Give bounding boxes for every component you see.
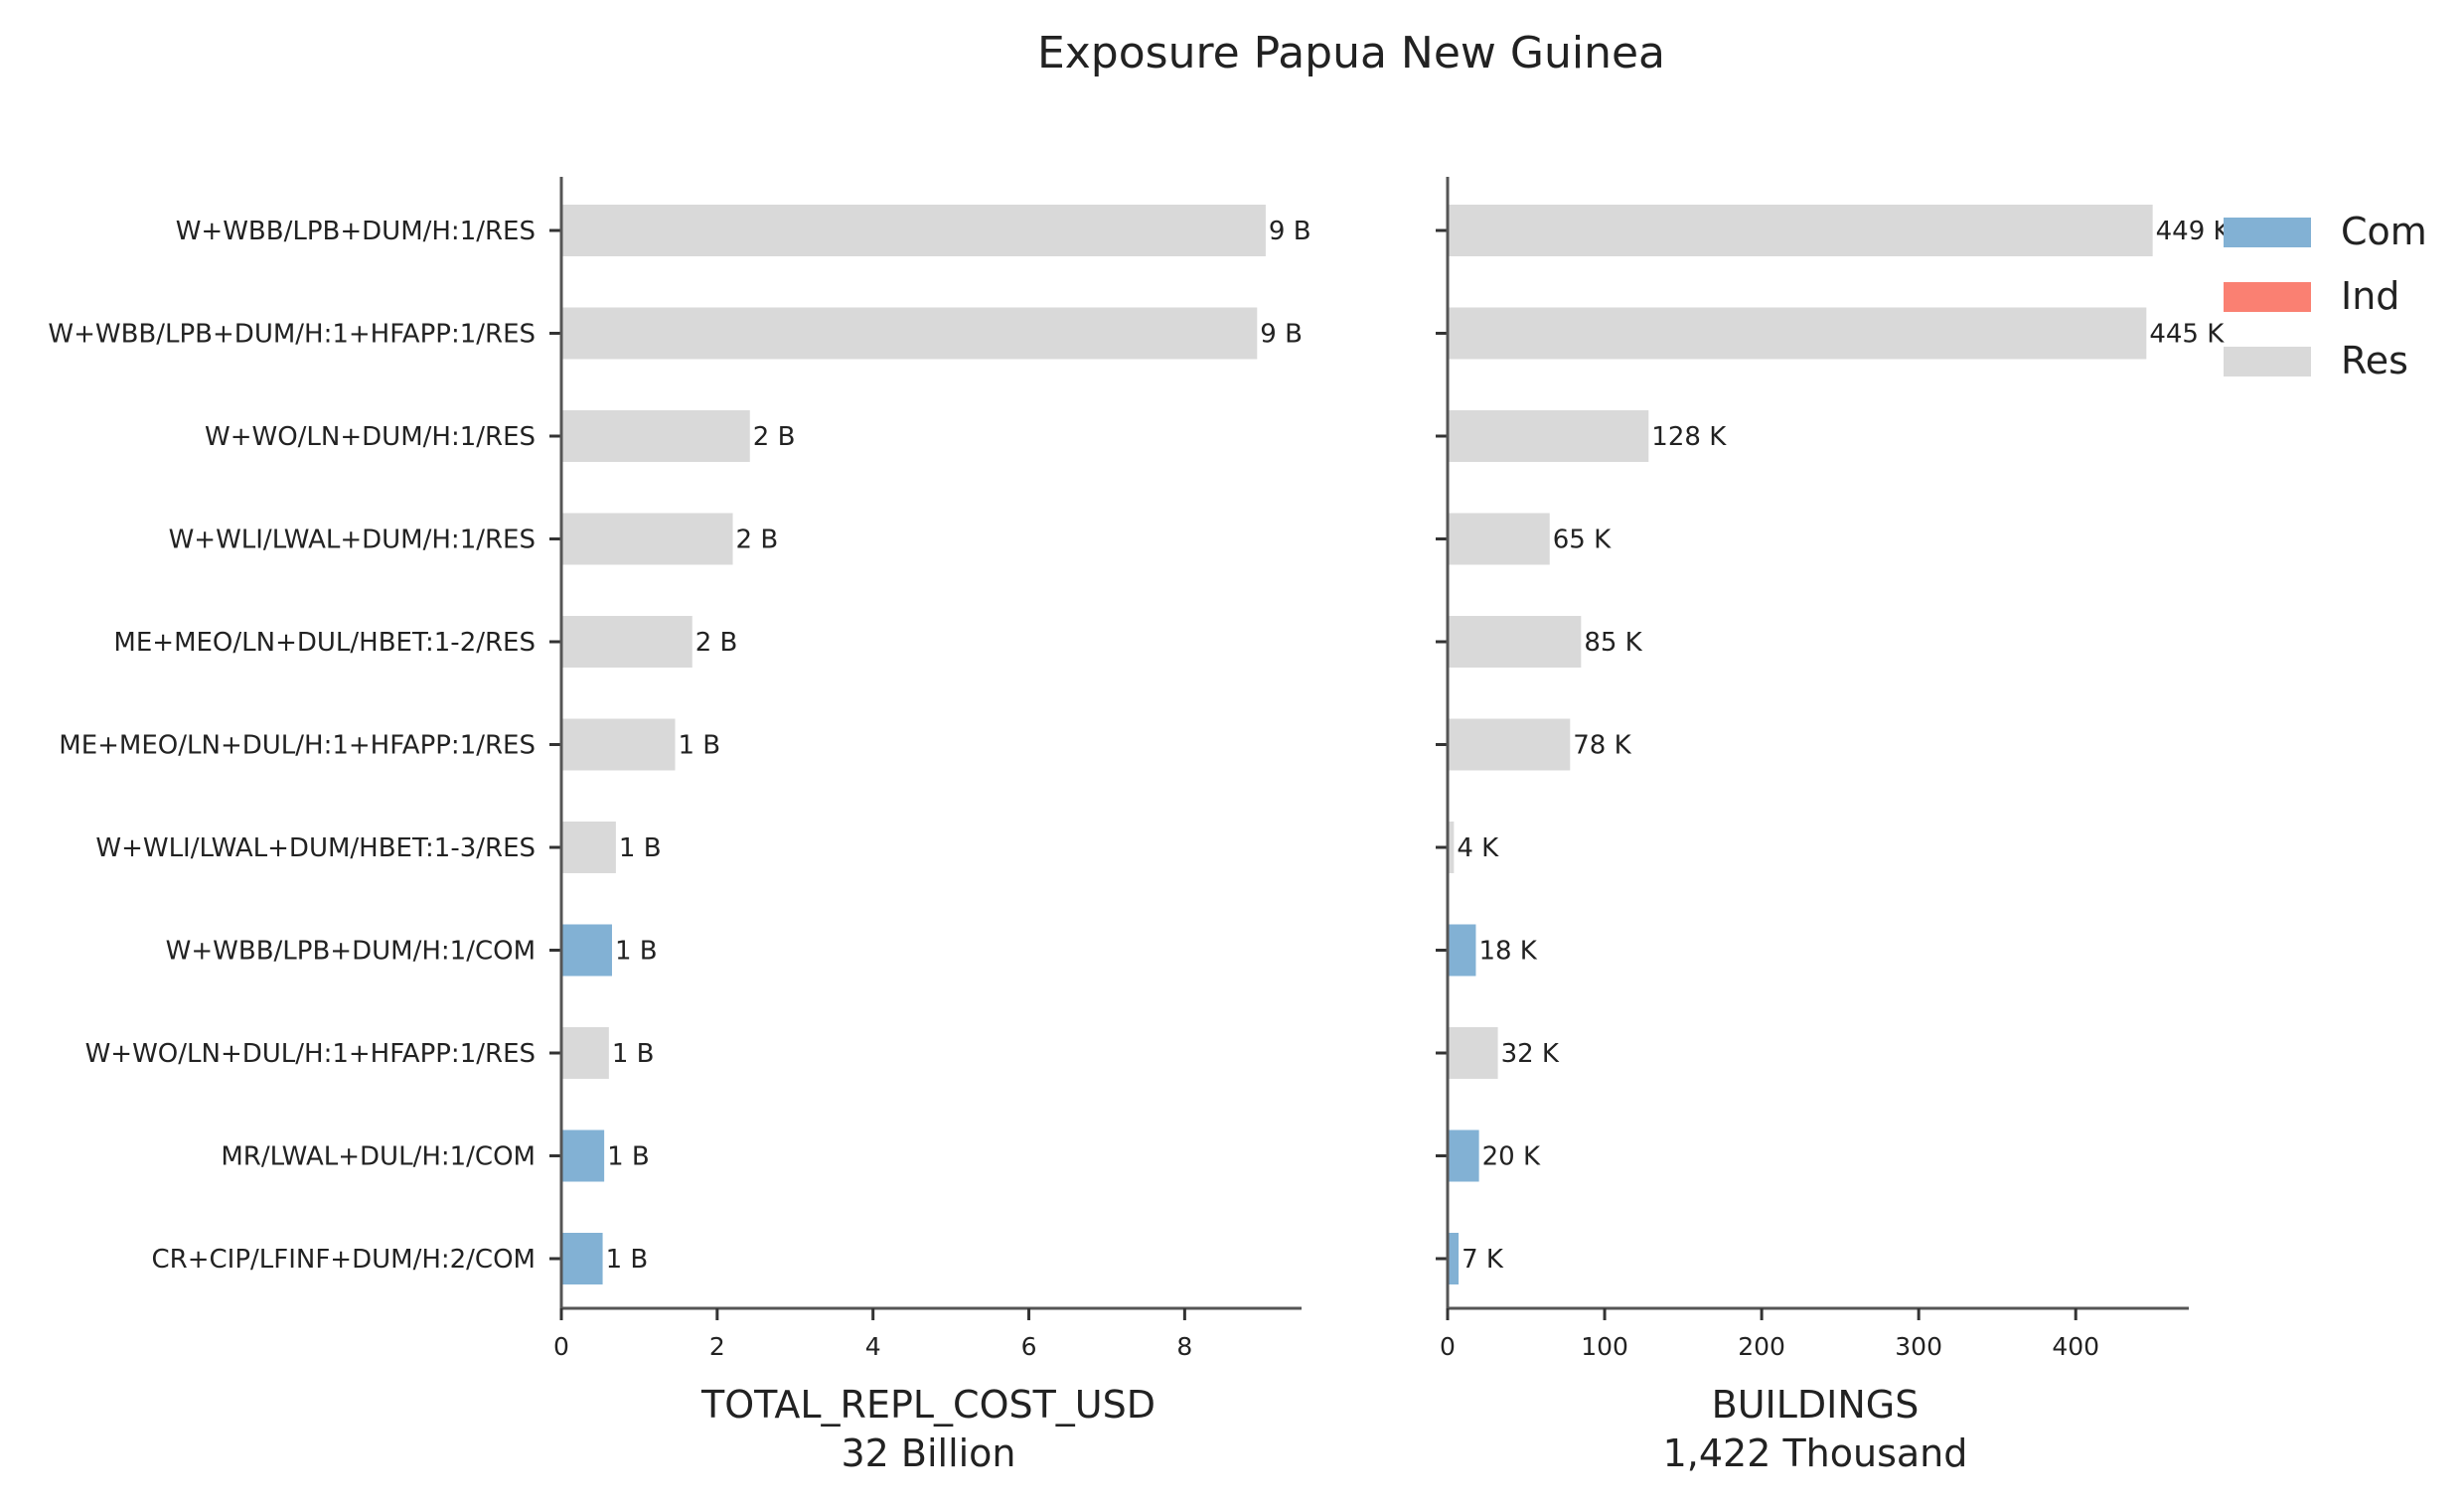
bar [1448,410,1649,462]
bar [561,513,733,565]
x-tick-label: 6 [1021,1332,1037,1361]
category-label: W+WBB/LPB+DUM/H:1/RES [176,217,536,246]
legend-item-ind: Ind [2224,274,2399,318]
bar-value-label: 7 K [1462,1245,1504,1275]
bar [561,822,616,873]
bar-value-label: 85 K [1584,628,1642,658]
bar [1448,1130,1479,1182]
bar [561,307,1258,360]
bar [1448,307,2147,360]
bar-value-label: 4 K [1457,833,1499,863]
panels-layer: 9 B W+WBB/LPB+DUM/H:1/RES 9 B W+WBB/LPB+DUM… [48,177,2232,1475]
x-tick-label: 8 [1176,1332,1192,1361]
x-tick-label: 2 [709,1332,725,1361]
bar [1448,205,2153,256]
x-tick-label: 200 [1738,1332,1785,1361]
x-axis-title: TOTAL_REPL_COST_USD [700,1383,1155,1427]
category-label: MR/LWAL+DUL/H:1/COM [221,1142,536,1172]
bar [1448,718,1571,771]
legend-item-res: Res [2224,339,2408,382]
bar [1448,616,1582,668]
bar [561,1027,609,1079]
x-tick-label: 100 [1581,1332,1628,1361]
legend-swatch [2224,282,2311,312]
category-label: W+WLI/LWAL+DUM/HBET:1-3/RES [95,833,536,863]
bar [561,1233,603,1284]
bar-value-label: 2 B [695,628,738,658]
x-tick-label: 0 [553,1332,569,1361]
category-label: W+WO/LN+DUL/H:1+HFAPP:1/RES [85,1039,536,1069]
legend-swatch [2224,218,2311,247]
bar-value-label: 1 B [607,1142,650,1172]
panel-buildings: 449 K 445 K 128 K 65 K 85 K 78 K 4 K 18 K 32 K 20… [1436,177,2232,1475]
x-tick-label: 300 [1895,1332,1942,1361]
legend-label: Com [2341,210,2427,253]
bar [561,205,1266,256]
panel-total-repl-cost-usd: 9 B W+WBB/LPB+DUM/H:1/RES 9 B W+WBB/LPB+DUM… [48,177,1311,1475]
legend-swatch [2224,347,2311,376]
bar-value-label: 1 B [606,1245,649,1275]
category-label: ME+MEO/LN+DUL/H:1+HFAPP:1/RES [59,731,536,761]
x-tick-label: 400 [2052,1332,2099,1361]
bar-value-label: 128 K [1651,422,1727,452]
bar [561,1130,605,1182]
x-axis-total: 32 Billion [841,1431,1015,1475]
bar-value-label: 65 K [1553,526,1612,555]
bar-value-label: 1 B [678,731,720,761]
category-label: ME+MEO/LN+DUL/HBET:1-2/RES [113,628,536,658]
bar-value-label: 9 B [1269,217,1311,246]
bar [1448,1027,1498,1079]
bar-value-label: 20 K [1482,1142,1541,1172]
bar [561,718,676,771]
x-tick-label: 4 [865,1332,881,1361]
bar-value-label: 18 K [1478,937,1537,967]
bar [1448,513,1550,565]
category-label: W+WO/LN+DUM/H:1/RES [205,422,536,452]
bar-value-label: 1 B [615,937,658,967]
bar-value-label: 445 K [2149,320,2225,350]
bar-value-label: 2 B [736,526,779,555]
legend: Com Ind Res [2224,210,2427,382]
bar-value-label: 1 B [612,1039,655,1069]
chart-title: Exposure Papua New Guinea [1037,28,1665,78]
category-label: W+WLI/LWAL+DUM/H:1/RES [169,526,536,555]
x-axis-title: BUILDINGS [1712,1383,1920,1427]
bar [561,924,612,977]
bar-value-label: 2 B [753,422,796,452]
legend-label: Ind [2341,274,2399,318]
bar-value-label: 32 K [1501,1039,1560,1069]
category-label: CR+CIP/LFINF+DUM/H:2/COM [152,1245,536,1275]
bar-value-label: 9 B [1260,320,1303,350]
x-axis-total: 1,422 Thousand [1663,1431,1968,1475]
legend-label: Res [2341,339,2408,382]
bar [1448,822,1455,873]
bar-value-label: 78 K [1573,731,1631,761]
legend-item-com: Com [2224,210,2427,253]
bar [561,410,750,462]
bar-value-label: 1 B [619,833,662,863]
bar [1448,1233,1460,1284]
category-label: W+WBB/LPB+DUM/H:1+HFAPP:1/RES [48,320,536,350]
bar [561,616,693,668]
bar-value-label: 449 K [2156,217,2232,246]
bar [1448,924,1476,977]
x-tick-label: 0 [1440,1332,1456,1361]
category-label: W+WBB/LPB+DUM/H:1/COM [166,937,536,967]
